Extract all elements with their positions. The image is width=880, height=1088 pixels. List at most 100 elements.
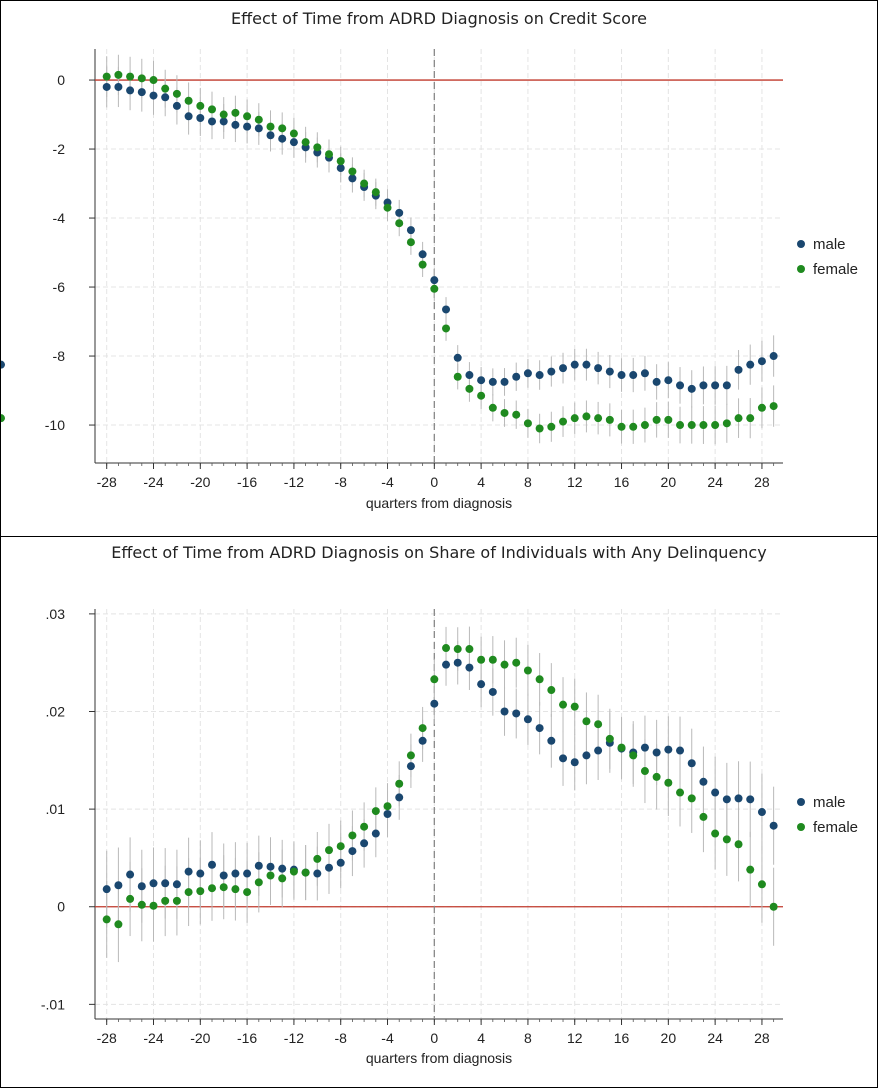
data-point-male bbox=[582, 360, 591, 369]
data-point-female bbox=[172, 89, 181, 98]
data-point-male bbox=[676, 746, 685, 755]
ci-group-male bbox=[106, 640, 775, 928]
data-point-female bbox=[360, 179, 369, 188]
data-point-male bbox=[208, 117, 217, 126]
data-point-female bbox=[137, 900, 146, 909]
data-point-male bbox=[266, 131, 275, 140]
data-point-female bbox=[266, 871, 275, 880]
data-point-male bbox=[594, 364, 603, 373]
data-point-female bbox=[102, 72, 111, 81]
data-point-female bbox=[594, 720, 603, 729]
data-point-female bbox=[582, 412, 591, 421]
data-point-male bbox=[278, 134, 287, 143]
data-point-male bbox=[711, 788, 720, 797]
data-point-male bbox=[769, 821, 778, 830]
data-point-female bbox=[711, 829, 720, 838]
data-point-male bbox=[594, 746, 603, 755]
data-point-female bbox=[629, 422, 638, 431]
data-point-male bbox=[547, 367, 556, 376]
x-tick-label: -4 bbox=[381, 474, 394, 490]
x-tick-label: 16 bbox=[614, 474, 630, 490]
data-point-female bbox=[676, 788, 685, 797]
data-point-male bbox=[336, 858, 345, 867]
data-point-female bbox=[313, 854, 322, 863]
x-axis-title: quarters from diagnosis bbox=[366, 495, 512, 511]
data-point-male bbox=[254, 861, 263, 870]
x-tick-label: 0 bbox=[430, 1030, 438, 1046]
data-point-female bbox=[172, 896, 181, 905]
data-point-female bbox=[184, 888, 193, 897]
x-tick-label: 24 bbox=[707, 474, 723, 490]
x-tick-label: -20 bbox=[190, 474, 210, 490]
data-point-male bbox=[266, 862, 275, 871]
data-point-female bbox=[699, 421, 708, 430]
data-point-female bbox=[313, 143, 322, 152]
data-point-male bbox=[687, 384, 696, 393]
data-point-male bbox=[102, 885, 111, 894]
y-tick-label: .02 bbox=[46, 704, 66, 720]
data-point-female bbox=[535, 675, 544, 684]
data-point-male bbox=[535, 724, 544, 733]
data-point-male bbox=[196, 869, 205, 878]
data-point-female bbox=[348, 831, 357, 840]
data-point-female bbox=[559, 700, 568, 709]
data-point-male bbox=[126, 870, 135, 879]
data-point-male bbox=[243, 869, 252, 878]
data-point-male bbox=[289, 138, 298, 147]
data-point-female bbox=[418, 724, 427, 733]
data-point-male bbox=[699, 777, 708, 786]
credit-score-chart-panel: Effect of Time from ADRD Diagnosis on Cr… bbox=[0, 0, 878, 537]
data-point-male bbox=[395, 793, 404, 802]
data-point-female bbox=[395, 779, 404, 788]
data-point-male bbox=[208, 860, 217, 869]
data-point-female bbox=[500, 408, 509, 417]
data-point-female bbox=[336, 842, 345, 851]
data-point-male bbox=[102, 82, 111, 91]
legend-marker-female bbox=[797, 265, 805, 273]
x-tick-label: 12 bbox=[567, 474, 583, 490]
data-point-male bbox=[687, 759, 696, 768]
legend-label-male: male bbox=[813, 236, 846, 253]
data-point-male bbox=[734, 365, 743, 374]
x-tick-label: -28 bbox=[97, 1030, 117, 1046]
data-point-male bbox=[184, 867, 193, 876]
data-point-female bbox=[523, 666, 532, 675]
data-point-male bbox=[734, 794, 743, 803]
data-point-male bbox=[500, 377, 509, 386]
x-tick-label: 24 bbox=[707, 1030, 723, 1046]
data-point-female bbox=[360, 822, 369, 831]
data-point-female bbox=[371, 188, 380, 197]
data-point-female bbox=[453, 645, 462, 654]
x-tick-label: 4 bbox=[477, 1030, 485, 1046]
data-point-female bbox=[442, 324, 451, 333]
data-point-male bbox=[664, 745, 673, 754]
x-tick-label: -16 bbox=[237, 1030, 257, 1046]
data-point-female bbox=[336, 157, 345, 166]
x-tick-label: 8 bbox=[524, 474, 532, 490]
x-tick-label: 20 bbox=[661, 474, 677, 490]
data-point-female bbox=[605, 734, 614, 743]
data-point-female bbox=[149, 76, 158, 85]
data-point-female bbox=[722, 419, 731, 428]
x-tick-label: 8 bbox=[524, 1030, 532, 1046]
data-point-female bbox=[699, 812, 708, 821]
data-point-female bbox=[757, 403, 766, 412]
data-point-male bbox=[219, 117, 228, 126]
data-point-male bbox=[243, 122, 252, 131]
data-point-male bbox=[348, 847, 357, 856]
data-point-male bbox=[418, 250, 427, 259]
data-point-male bbox=[383, 810, 392, 818]
data-point-male bbox=[442, 305, 451, 314]
data-point-male bbox=[711, 381, 720, 390]
data-point-female bbox=[219, 883, 228, 892]
data-point-female bbox=[652, 772, 661, 781]
y-tick-label: 0 bbox=[57, 899, 65, 915]
data-point-male bbox=[161, 93, 170, 102]
data-point-female bbox=[418, 260, 427, 269]
data-point-male bbox=[149, 91, 158, 100]
x-tick-label: 16 bbox=[614, 1030, 630, 1046]
data-point-female bbox=[746, 865, 755, 874]
data-point-male bbox=[442, 660, 451, 669]
data-point-female bbox=[301, 868, 310, 877]
data-point-male bbox=[676, 381, 685, 390]
